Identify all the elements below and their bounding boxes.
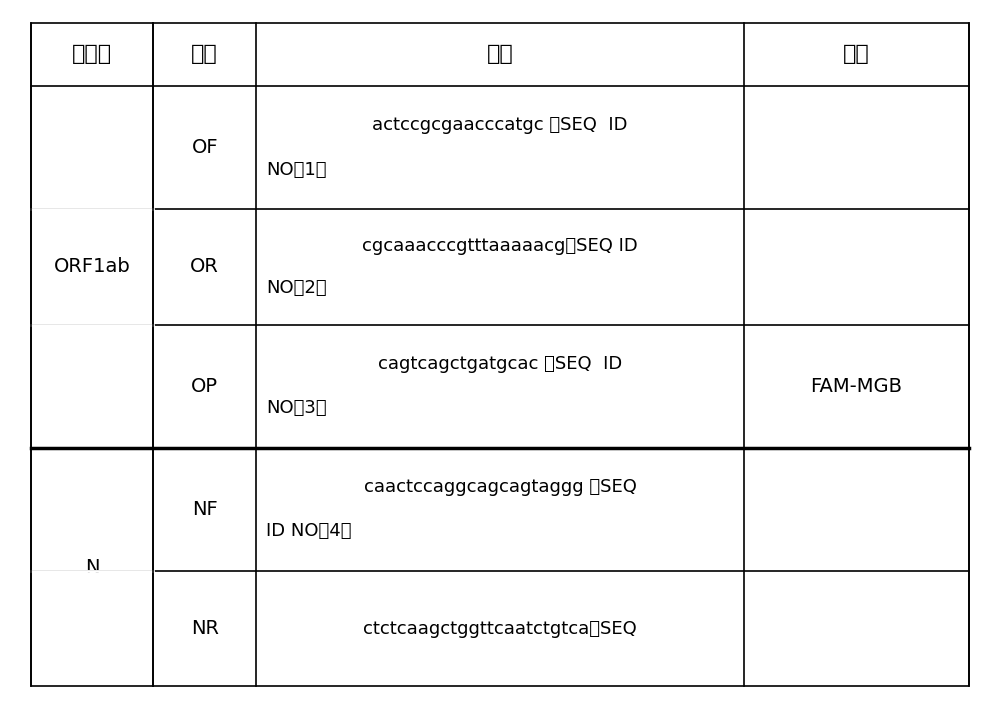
Text: cagtcagctgatgcac （SEQ  ID: cagtcagctgatgcac （SEQ ID — [378, 355, 622, 373]
Text: 修饰: 修饰 — [843, 44, 870, 65]
Text: ctctcaagctggttcaatctgtca（SEQ: ctctcaagctggttcaatctgtca（SEQ — [363, 620, 637, 637]
Text: OR: OR — [190, 257, 219, 277]
Text: NF: NF — [192, 500, 218, 519]
Text: NO：2）: NO：2） — [266, 279, 327, 296]
Text: NR: NR — [191, 619, 219, 638]
Text: NO：3）: NO：3） — [266, 399, 327, 418]
Text: ID NO：4）: ID NO：4） — [266, 523, 352, 540]
Text: 序列: 序列 — [487, 44, 513, 65]
Text: N: N — [85, 557, 99, 576]
Text: actccgcgaacccatgc （SEQ  ID: actccgcgaacccatgc （SEQ ID — [372, 116, 628, 135]
Text: caactccaggcagcagtaggg （SEQ: caactccaggcagcagtaggg （SEQ — [364, 478, 636, 496]
Text: OF: OF — [191, 138, 218, 157]
Text: cgcaaacccgtttaaaaacg（SEQ ID: cgcaaacccgtttaaaaacg（SEQ ID — [362, 237, 638, 255]
Text: OP: OP — [191, 376, 218, 396]
Text: ORF1ab: ORF1ab — [54, 257, 131, 277]
Text: FAM-MGB: FAM-MGB — [810, 376, 902, 396]
Text: NO：1）: NO：1） — [266, 161, 327, 179]
Text: 位点: 位点 — [191, 44, 218, 65]
Text: 基因名: 基因名 — [72, 44, 112, 65]
